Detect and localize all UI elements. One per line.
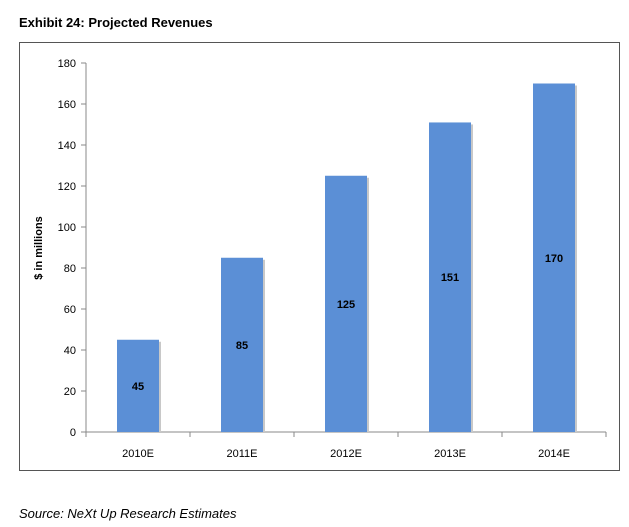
y-tick-label: 0: [70, 427, 76, 439]
data-label: 151: [441, 272, 459, 284]
y-tick-label: 100: [58, 222, 76, 234]
data-label: 45: [132, 381, 144, 393]
chart-title: Exhibit 24: Projected Revenues: [19, 15, 213, 30]
y-tick-label: 140: [58, 140, 76, 152]
chart-frame: [19, 42, 620, 471]
bar-2014E: [533, 83, 575, 432]
bar-2011E: [221, 257, 263, 432]
x-tick-label: 2011E: [227, 448, 258, 460]
y-tick-label: 120: [58, 181, 76, 193]
y-tick-label: 180: [58, 58, 76, 70]
y-tick-label: 20: [64, 386, 76, 398]
x-tick-label: 2010E: [122, 448, 154, 460]
y-tick-label: 60: [64, 304, 76, 316]
data-label: 125: [337, 299, 355, 311]
x-tick-label: 2013E: [434, 448, 466, 460]
data-label: 85: [236, 340, 248, 352]
source-note: Source: NeXt Up Research Estimates: [19, 506, 237, 521]
data-label: 170: [545, 253, 563, 265]
bar-2010E: [117, 339, 159, 432]
y-tick-label: 80: [64, 263, 76, 275]
y-axis-label: $ in millions: [33, 216, 45, 280]
y-tick-label: 40: [64, 345, 76, 357]
bar-2013E: [429, 122, 471, 432]
bar-2012E: [325, 175, 367, 432]
y-tick-label: 160: [58, 99, 76, 111]
x-tick-label: 2012E: [330, 448, 362, 460]
x-tick-label: 2014E: [538, 448, 570, 460]
